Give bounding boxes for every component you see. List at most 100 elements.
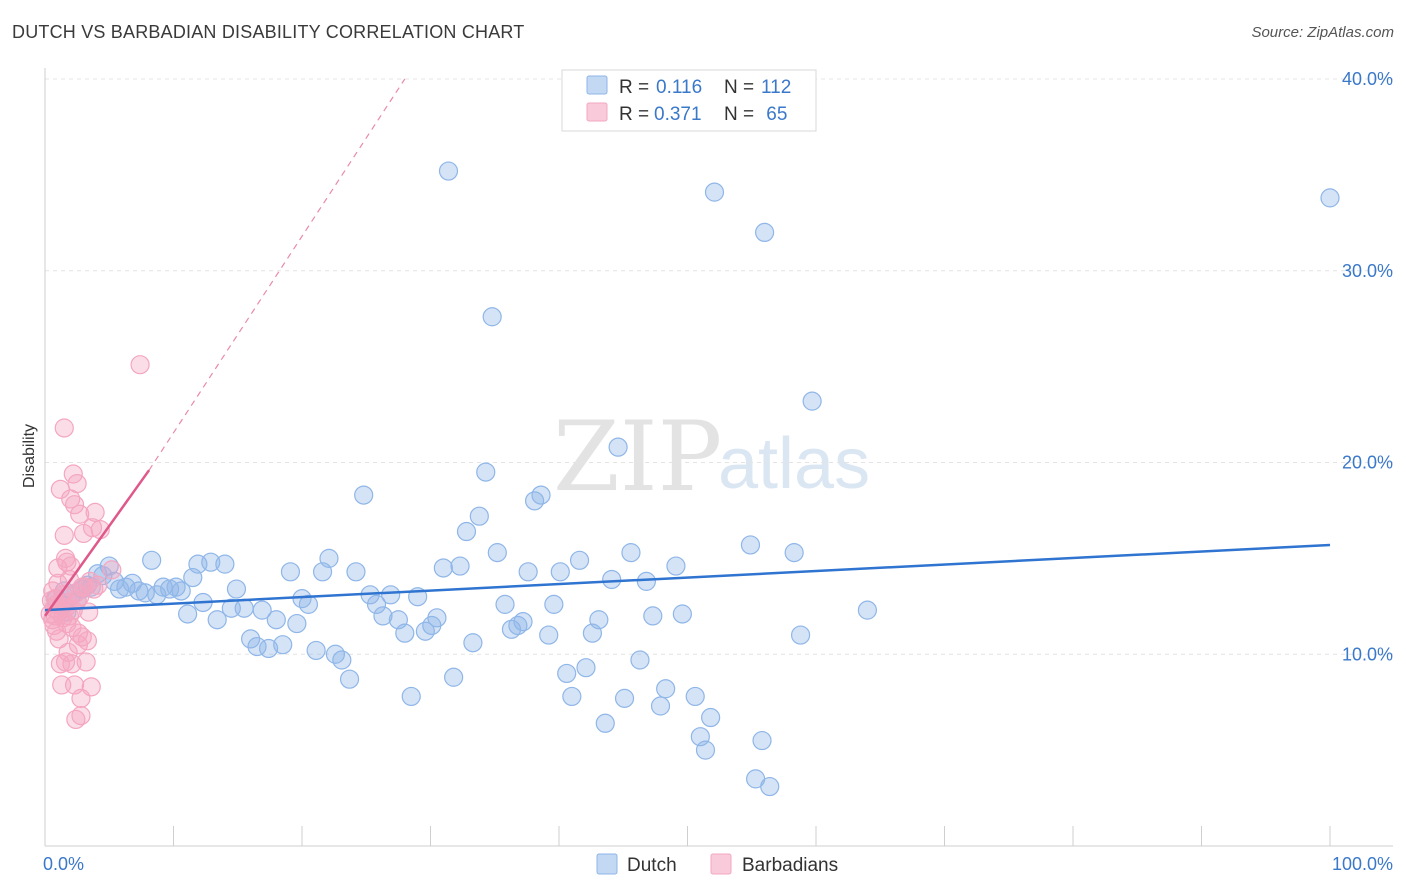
dutch-point xyxy=(373,606,393,626)
x-tick-label-max: 100.0% xyxy=(1332,854,1393,874)
gridlines xyxy=(45,78,1393,655)
dutch-point xyxy=(544,594,564,614)
barbadians-point xyxy=(72,627,92,647)
dutch-point xyxy=(273,635,293,655)
dutch-point xyxy=(589,610,609,630)
dutch-point xyxy=(790,625,811,645)
dutch-point xyxy=(122,573,142,593)
dutch-point xyxy=(754,222,775,242)
dutch-point xyxy=(495,594,515,614)
axes xyxy=(44,68,1393,847)
barbadians-point xyxy=(82,518,103,538)
barbadians-point xyxy=(66,709,86,730)
barbadians-point xyxy=(81,677,101,697)
dutch-point xyxy=(857,600,878,620)
watermark-atlas: atlas xyxy=(718,424,870,504)
dutch-point xyxy=(695,740,716,760)
dutch-point xyxy=(704,182,725,202)
dutch-point xyxy=(740,535,761,555)
dutch-point xyxy=(401,686,421,707)
barbadians-point xyxy=(64,495,85,515)
dutch-point xyxy=(685,686,705,707)
dutch-point xyxy=(287,613,307,634)
barbadians-point xyxy=(58,642,78,662)
dutch-point xyxy=(760,776,780,797)
barbadians-point xyxy=(84,579,104,599)
watermark: ZIP atlas xyxy=(553,401,870,513)
legend-dutch-r-label: R = xyxy=(619,77,649,98)
barbadians-point xyxy=(55,548,76,568)
legend-swatch-dutch xyxy=(586,75,608,95)
dutch-point xyxy=(518,562,538,582)
barbadians-point xyxy=(79,602,99,622)
bottom-legend-dutch: Dutch xyxy=(627,855,677,876)
barbadians-point xyxy=(70,504,90,524)
legend-barbadians-n-value: 65 xyxy=(761,104,787,125)
barbadians-point xyxy=(54,525,74,545)
dutch-point xyxy=(569,550,590,570)
dutch-point xyxy=(241,629,261,649)
dutch-point xyxy=(752,730,772,751)
dutch-point xyxy=(643,606,663,626)
dutch-point xyxy=(784,543,804,563)
dutch-point xyxy=(433,558,453,578)
dutch-point xyxy=(142,550,162,570)
barbadians-trend-extension xyxy=(148,78,406,471)
chart-source: Source: ZipAtlas.com xyxy=(1251,24,1394,41)
dutch-point xyxy=(438,161,459,181)
y-tick-label: 20.0% xyxy=(1342,453,1393,473)
barbadians-point xyxy=(77,631,98,651)
dutch-point xyxy=(215,554,235,574)
dutch-point xyxy=(366,594,387,614)
trend-lines xyxy=(43,78,1331,617)
legend-dutch-n-label: N = xyxy=(724,77,754,98)
legend-dutch-n-value: 112 xyxy=(761,77,791,98)
legend-dutch-r-value: 0.116 xyxy=(656,77,702,98)
dutch-point xyxy=(469,506,489,526)
dutch-trend-line xyxy=(44,543,1331,612)
watermark-zip: ZIP xyxy=(553,401,722,513)
dutch-point xyxy=(672,604,692,624)
legend-barbadians-r-value: 0.371 xyxy=(654,104,702,125)
dutch-point xyxy=(1320,188,1340,208)
legend-barbadians-r-label: R = xyxy=(619,104,649,125)
dutch-point xyxy=(258,638,279,659)
dutch-point xyxy=(201,552,221,572)
dutch-point xyxy=(482,307,502,327)
barbadians-point xyxy=(76,652,96,672)
barbadians-point xyxy=(54,418,74,438)
dutch-point xyxy=(621,543,641,563)
dutch-point xyxy=(614,688,635,708)
dutch-point xyxy=(427,608,447,628)
dutch-point xyxy=(576,658,596,678)
dutch-point xyxy=(636,571,656,591)
dutch-point xyxy=(508,615,528,636)
top-legend: R = 0.116 N = 112 R = 0.371 N = 65 xyxy=(561,69,817,132)
barbadians-point xyxy=(88,575,108,595)
y-tick-label: 30.0% xyxy=(1342,261,1393,281)
dutch-point xyxy=(252,600,272,620)
dutch-point xyxy=(701,707,721,728)
dutch-point xyxy=(802,391,822,411)
dutch-point xyxy=(656,679,676,699)
dutch-point xyxy=(166,577,186,597)
barbadians-trend-line xyxy=(43,469,151,617)
dutch-point xyxy=(513,612,533,632)
dutch-point xyxy=(562,686,582,707)
dutch-point xyxy=(487,543,507,563)
barbadians-point xyxy=(130,355,150,375)
dutch-point xyxy=(476,462,496,482)
dutch-point xyxy=(381,585,401,605)
dutch-point xyxy=(456,521,477,542)
tick-labels: 10.0% 20.0% 30.0% 40.0% 0.0% 100.0% xyxy=(43,69,1393,874)
dutch-point xyxy=(602,569,622,590)
dutch-point xyxy=(550,562,570,582)
barbadians-point xyxy=(62,654,82,674)
dutch-point xyxy=(298,594,319,614)
chart-title: DUTCH VS BARBADIAN DISABILITY CORRELATIO… xyxy=(12,22,525,42)
dutch-point xyxy=(280,562,301,582)
bottom-legend-swatch-dutch xyxy=(596,853,618,875)
dutch-point xyxy=(266,610,286,630)
legend-swatch-barbadians xyxy=(586,102,608,122)
